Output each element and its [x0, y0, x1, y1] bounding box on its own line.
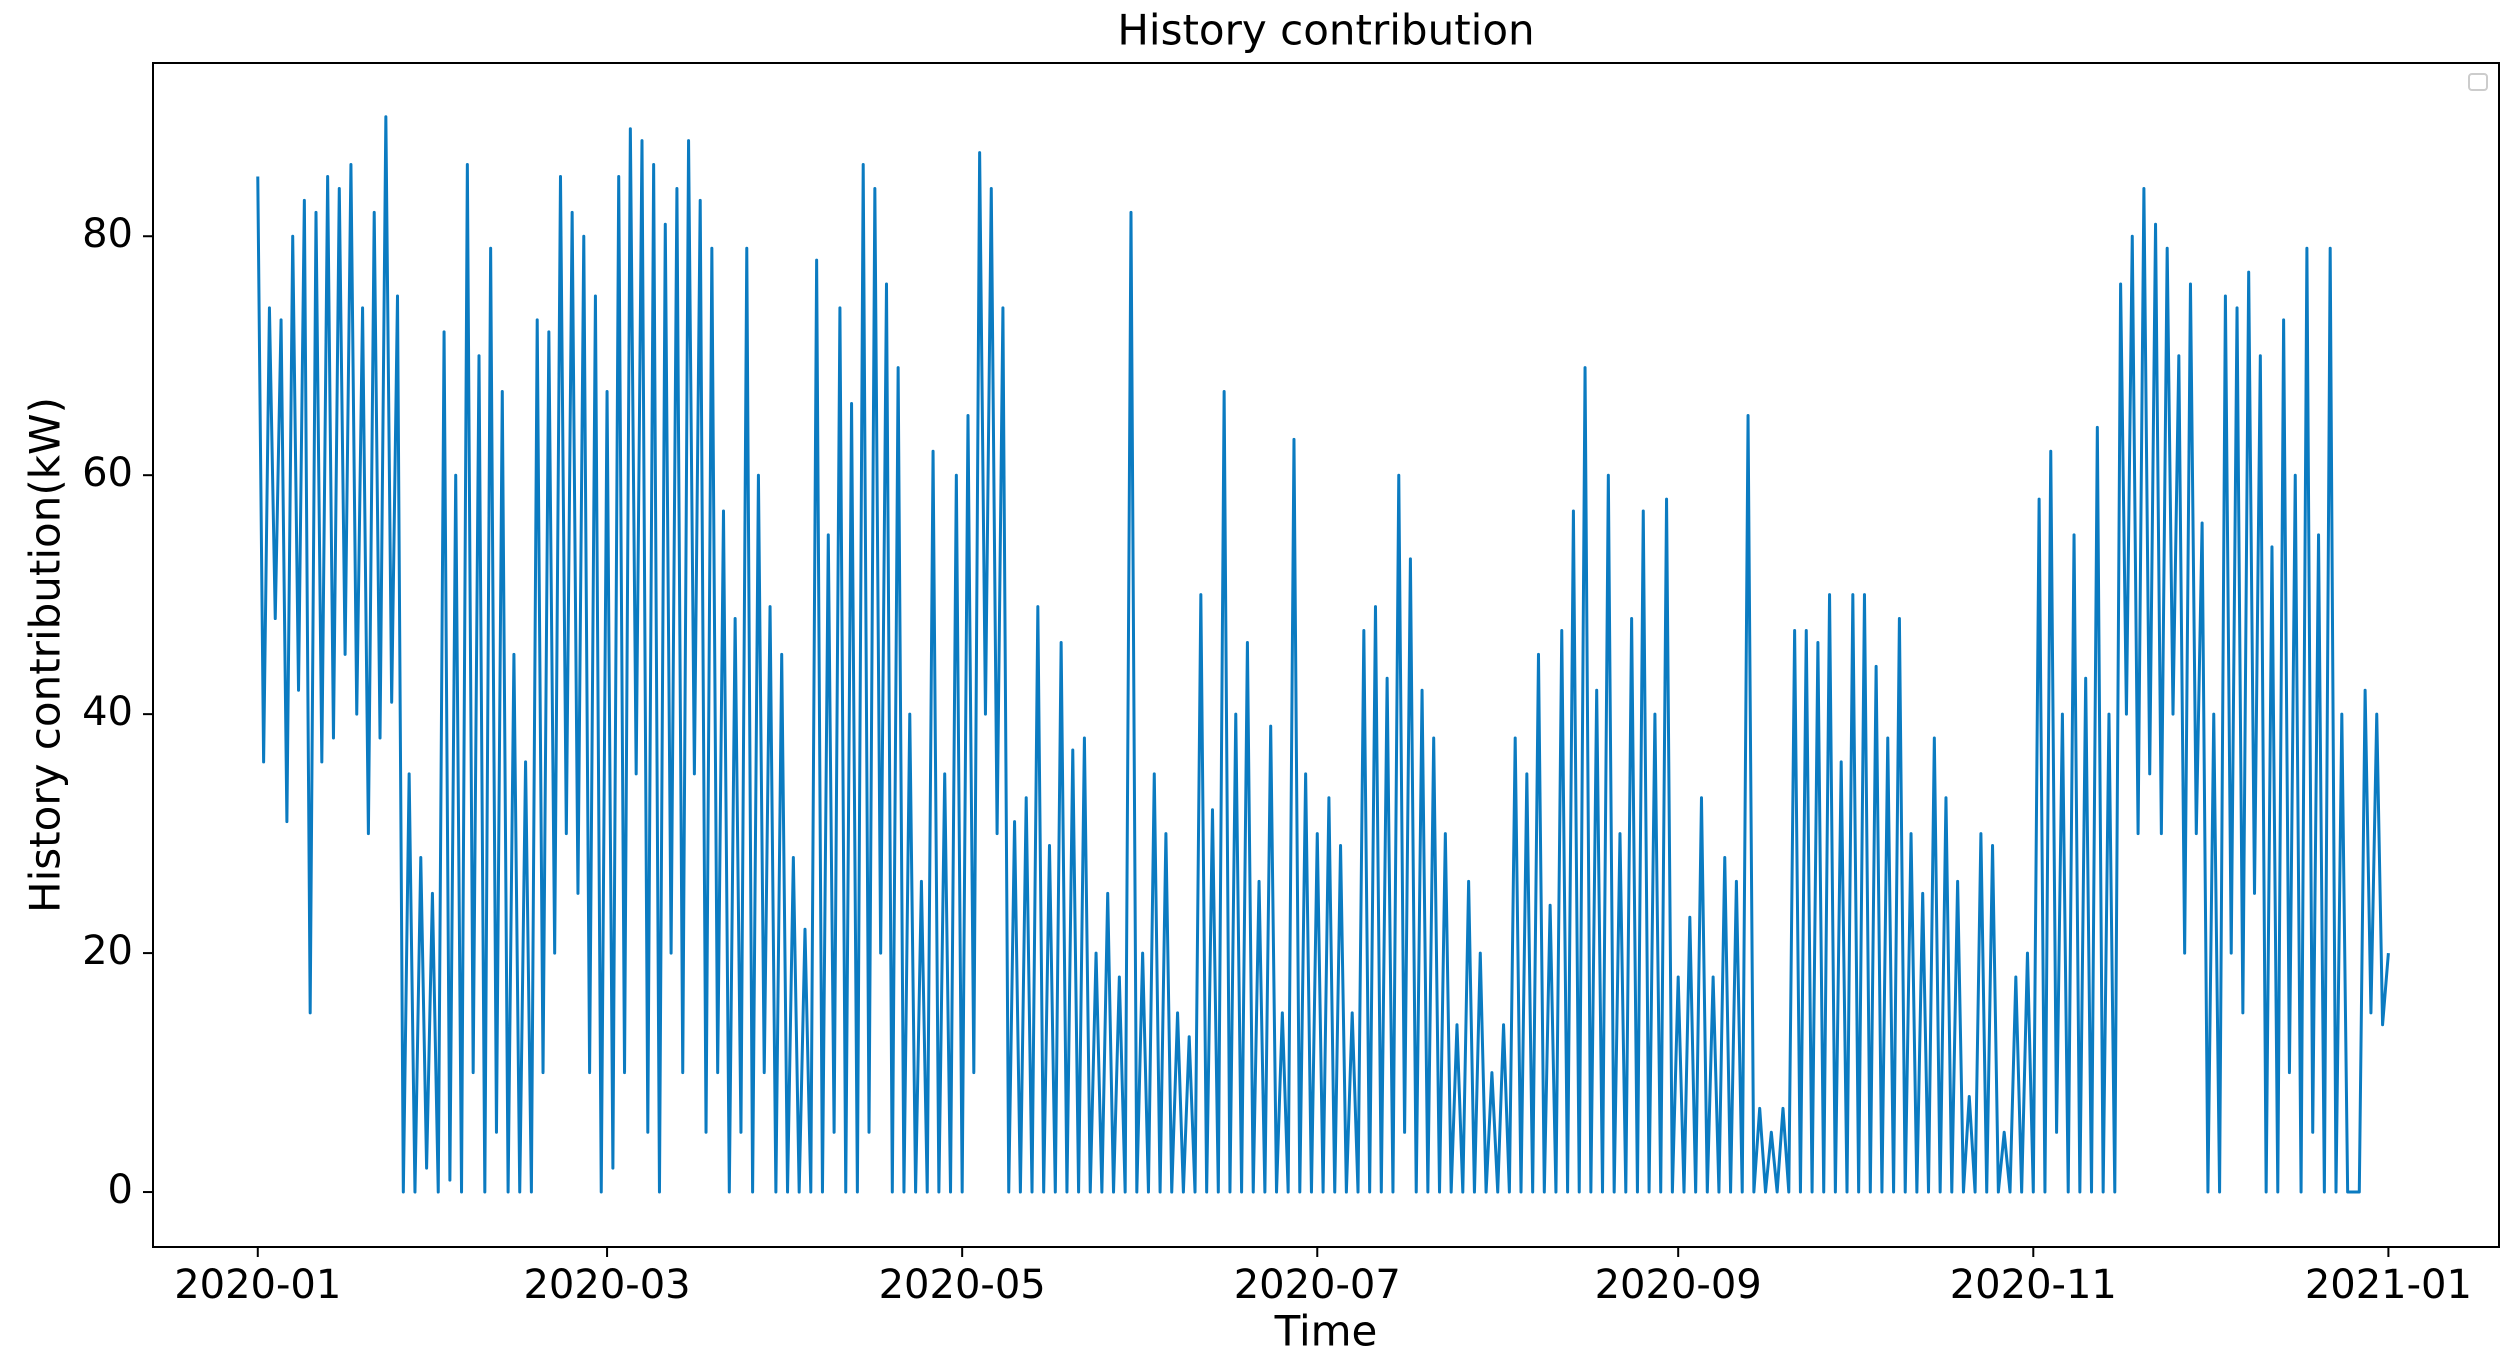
x-tick-label: 2020-03: [523, 1262, 690, 1308]
x-tick-label: 2020-07: [1234, 1262, 1401, 1308]
legend-box: [2468, 73, 2488, 91]
x-tick-label: 2020-01: [174, 1262, 341, 1308]
y-tick-label: 60: [82, 450, 133, 496]
y-axis-label: History contribution(kW): [21, 397, 70, 913]
x-tick-label: 2020-09: [1595, 1262, 1762, 1308]
chart-title: History contribution: [1117, 6, 1534, 55]
x-tick-label: 2020-05: [879, 1262, 1046, 1308]
y-tick-label: 80: [82, 211, 133, 257]
x-tick-label: 2020-11: [1950, 1262, 2117, 1308]
y-tick-label: 20: [82, 928, 133, 974]
plot-frame: [152, 62, 2500, 1248]
data-line: [256, 115, 2390, 1194]
y-tick-label: 40: [82, 689, 133, 735]
y-tick-label: 0: [108, 1167, 133, 1213]
x-tick-label: 2021-01: [2305, 1262, 2472, 1308]
x-axis-label: Time: [1274, 1307, 1378, 1356]
